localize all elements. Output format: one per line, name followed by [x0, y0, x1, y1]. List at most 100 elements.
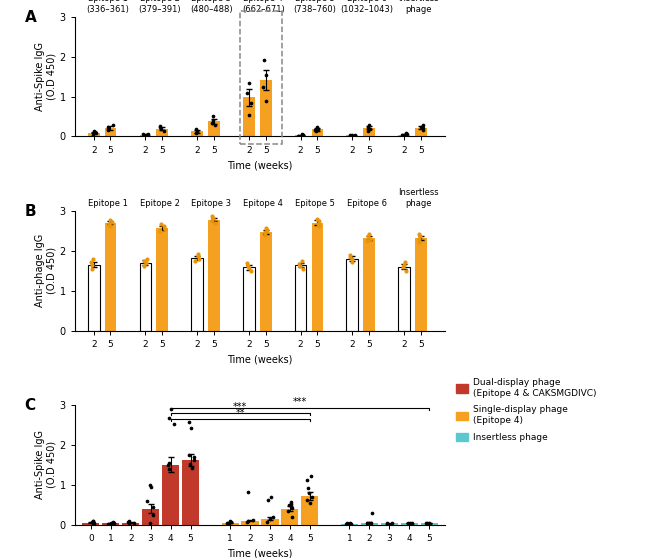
Point: [363, 126, 373, 135]
Point: [103, 519, 114, 528]
Point: [363, 518, 374, 527]
Point: [189, 257, 200, 266]
Point: [401, 266, 411, 275]
Point: [297, 129, 307, 138]
Point: [187, 463, 197, 472]
Point: [287, 503, 297, 512]
Point: [261, 223, 272, 232]
Point: [224, 519, 234, 528]
Point: [266, 492, 276, 501]
Point: [402, 129, 412, 138]
Bar: [400, 523, 418, 525]
Point: [365, 518, 376, 527]
Point: [108, 518, 118, 527]
Point: [162, 461, 173, 470]
Bar: [142, 508, 159, 525]
Point: [346, 519, 356, 528]
Bar: [157, 128, 168, 137]
Point: [367, 509, 378, 518]
Point: [343, 518, 353, 527]
Point: [341, 519, 351, 528]
Point: [88, 517, 99, 526]
Point: [226, 517, 236, 526]
Point: [346, 255, 357, 264]
Bar: [302, 496, 318, 525]
Text: Epitope 5
(738–760): Epitope 5 (738–760): [293, 0, 336, 13]
Bar: [281, 508, 298, 525]
Text: A: A: [25, 9, 36, 25]
Point: [184, 417, 194, 426]
Point: [105, 222, 115, 230]
Point: [155, 123, 166, 132]
Point: [344, 131, 355, 140]
Point: [414, 229, 424, 238]
Point: [363, 122, 373, 131]
Bar: [260, 80, 272, 137]
Text: C: C: [25, 397, 36, 412]
Point: [142, 254, 152, 263]
Text: Epitope 2
(379–391): Epitope 2 (379–391): [138, 0, 181, 13]
Point: [415, 232, 425, 240]
Text: ***: ***: [233, 402, 248, 412]
Point: [400, 129, 411, 138]
Text: **: **: [235, 408, 245, 418]
Bar: [363, 238, 375, 330]
Point: [222, 518, 232, 527]
Point: [155, 219, 166, 228]
Point: [344, 253, 355, 262]
Text: ***: ***: [292, 397, 307, 407]
Point: [296, 257, 307, 266]
Point: [312, 122, 322, 131]
Bar: [243, 267, 255, 330]
Point: [140, 259, 151, 268]
Point: [242, 518, 252, 527]
Point: [142, 130, 152, 139]
Bar: [182, 460, 199, 525]
Text: Insertless
phage: Insertless phage: [398, 188, 439, 208]
Point: [306, 472, 316, 480]
Point: [139, 261, 150, 270]
Point: [141, 131, 151, 140]
Point: [103, 122, 113, 131]
Text: Epitope 3
(480–488): Epitope 3 (480–488): [190, 0, 233, 13]
Point: [302, 483, 313, 492]
Point: [103, 124, 114, 133]
Bar: [261, 518, 279, 525]
Point: [90, 127, 100, 136]
Text: Epitope 5: Epitope 5: [295, 199, 335, 208]
Point: [243, 517, 254, 526]
Point: [190, 125, 201, 134]
Point: [86, 517, 97, 526]
Point: [285, 499, 296, 508]
Point: [418, 124, 428, 133]
Point: [104, 219, 114, 228]
Bar: [421, 523, 437, 525]
Point: [248, 515, 258, 524]
Bar: [140, 134, 151, 137]
Point: [362, 519, 372, 528]
Point: [148, 502, 159, 511]
Bar: [294, 266, 306, 330]
Bar: [157, 228, 168, 330]
Point: [307, 492, 317, 501]
Point: [365, 234, 375, 243]
Bar: [243, 98, 255, 137]
Point: [292, 131, 303, 140]
Bar: [88, 132, 99, 137]
Point: [168, 420, 179, 429]
Point: [193, 252, 203, 261]
Bar: [83, 522, 99, 525]
Point: [421, 518, 432, 527]
Point: [418, 121, 428, 129]
Point: [159, 224, 170, 233]
Point: [191, 129, 202, 138]
Point: [225, 517, 235, 526]
Point: [295, 262, 306, 271]
Text: Epitope 2: Epitope 2: [140, 199, 179, 208]
Point: [398, 260, 409, 269]
Point: [208, 214, 218, 223]
Bar: [398, 134, 410, 137]
Point: [258, 82, 268, 91]
Point: [86, 264, 97, 273]
Point: [287, 512, 297, 521]
